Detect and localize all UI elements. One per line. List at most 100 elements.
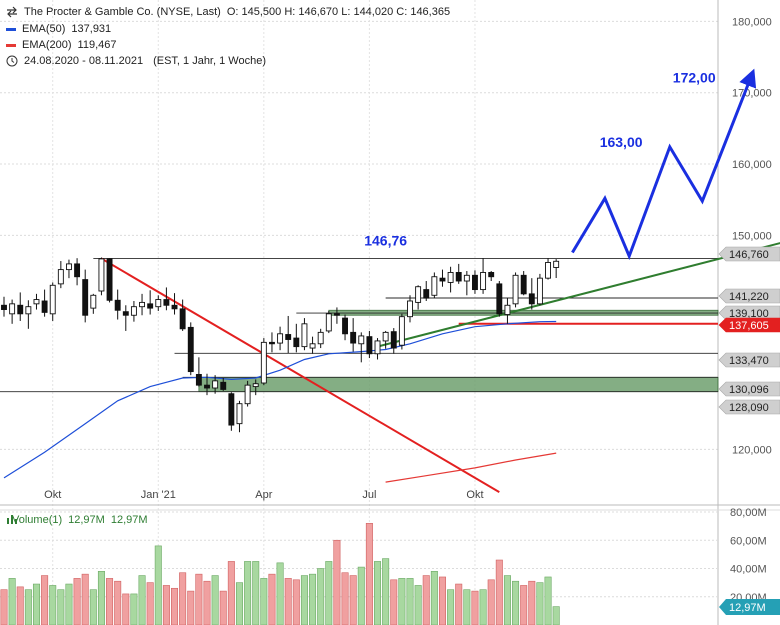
candle-body xyxy=(455,272,462,282)
volume-bar xyxy=(479,589,487,625)
volume-bar xyxy=(65,583,73,625)
volume-bar xyxy=(447,589,455,625)
volume-bar xyxy=(414,585,422,625)
y-tick-label: 180,000 xyxy=(732,16,772,28)
target-annotation: 172,00 xyxy=(673,70,716,86)
price-tag xyxy=(718,381,780,397)
volume-bar xyxy=(130,593,138,625)
candle-body xyxy=(1,304,7,310)
price-tag xyxy=(718,352,780,368)
volume-bar xyxy=(122,593,130,625)
candle-body xyxy=(277,333,284,344)
volume-bar xyxy=(406,578,414,625)
candle-body xyxy=(488,272,495,278)
ema50-label: EMA(50) xyxy=(22,23,66,35)
candle-body xyxy=(407,300,413,318)
volume-bar xyxy=(374,561,382,625)
ema200-legend[interactable]: EMA(200) 119,467 xyxy=(6,39,116,51)
candle-body xyxy=(204,384,210,389)
volume-tick-label: 60,00M xyxy=(730,535,767,547)
candle-body xyxy=(41,300,48,313)
volume-bar xyxy=(276,562,284,625)
candle-body xyxy=(171,304,178,310)
candle-body xyxy=(301,323,308,348)
candle-body xyxy=(439,277,446,282)
price-tag xyxy=(718,317,780,333)
candle-body xyxy=(342,317,348,335)
volume-bar xyxy=(471,590,479,625)
volume-bar xyxy=(235,582,243,625)
volume-bar xyxy=(438,576,446,625)
volume-bar xyxy=(382,558,390,625)
candle-body xyxy=(285,334,292,340)
uptrend-line xyxy=(377,242,780,348)
candle-body xyxy=(155,299,162,308)
target-projection-path xyxy=(571,68,757,261)
volume-bar xyxy=(8,578,16,625)
price-tag xyxy=(718,399,780,415)
candle-body xyxy=(545,262,551,279)
price-tag-label: 146,760 xyxy=(729,249,769,261)
compare-arrows-icon[interactable] xyxy=(6,6,18,18)
volume-bar xyxy=(219,590,227,625)
volume-bar xyxy=(300,575,308,625)
volume-bar xyxy=(162,585,170,625)
ema50-swatch xyxy=(6,27,16,31)
target-annotation: 163,00 xyxy=(600,134,643,150)
x-tick-label: Jan '21 xyxy=(141,489,176,501)
date-range: 24.08.2020 - 08.11.2021 xyxy=(24,55,144,67)
volume-legend[interactable]: Volume(1) 12,97M 12,97M xyxy=(6,514,154,526)
ema200-label: EMA(200) xyxy=(22,39,72,51)
candle-body xyxy=(163,299,170,306)
volume-bar xyxy=(203,580,211,625)
x-tick-label: Jul xyxy=(362,489,376,501)
volume-bar xyxy=(333,539,341,625)
candle-body xyxy=(317,331,324,345)
volume-bar xyxy=(41,575,49,625)
volume-bar xyxy=(349,575,357,625)
y-tick-label: 120,000 xyxy=(732,444,772,456)
volume-bar xyxy=(179,572,187,625)
volume-bar xyxy=(24,589,32,625)
x-tick-label: Okt xyxy=(466,489,483,501)
candle-body xyxy=(260,341,267,384)
date-range-row: 24.08.2020 - 08.11.2021 (EST, 1 Jahr, 1 … xyxy=(6,55,266,67)
candle-body xyxy=(309,343,316,349)
volume-bar xyxy=(430,571,438,625)
volume-bar xyxy=(106,578,114,625)
volume-bar xyxy=(195,573,203,625)
candle-body xyxy=(382,331,389,342)
volume-value-1: 12,97M xyxy=(68,514,105,526)
price-tag-label: 141,220 xyxy=(729,291,769,303)
candle-body xyxy=(9,303,16,315)
candle-body xyxy=(244,384,251,405)
candle-body xyxy=(220,381,227,390)
candle-body xyxy=(423,289,430,299)
volume-bar xyxy=(365,522,373,625)
clock-icon xyxy=(6,55,18,67)
candle-body xyxy=(463,274,470,282)
candle-body xyxy=(98,258,105,292)
volume-bar xyxy=(57,589,65,625)
volume-bar xyxy=(357,566,365,625)
y-tick-label: 160,000 xyxy=(732,159,772,171)
price-tag xyxy=(718,246,780,262)
candle-body xyxy=(512,274,519,305)
ema50-legend[interactable]: EMA(50) 137,931 xyxy=(6,23,111,35)
volume-bar xyxy=(487,579,495,625)
volume-bar xyxy=(227,561,235,625)
volume-bar xyxy=(292,579,300,625)
volume-bar xyxy=(268,573,276,625)
ema200-line xyxy=(385,452,557,483)
candle-body xyxy=(536,277,543,305)
candle-body xyxy=(293,337,300,348)
volume-bar xyxy=(552,606,560,625)
candle-body xyxy=(333,313,340,316)
candle-body xyxy=(195,373,202,386)
candle-body xyxy=(553,260,560,268)
candle-body xyxy=(57,269,64,285)
volume-bar xyxy=(0,589,8,625)
volume-bar xyxy=(154,545,162,625)
price-tag-label: 130,096 xyxy=(729,384,769,396)
